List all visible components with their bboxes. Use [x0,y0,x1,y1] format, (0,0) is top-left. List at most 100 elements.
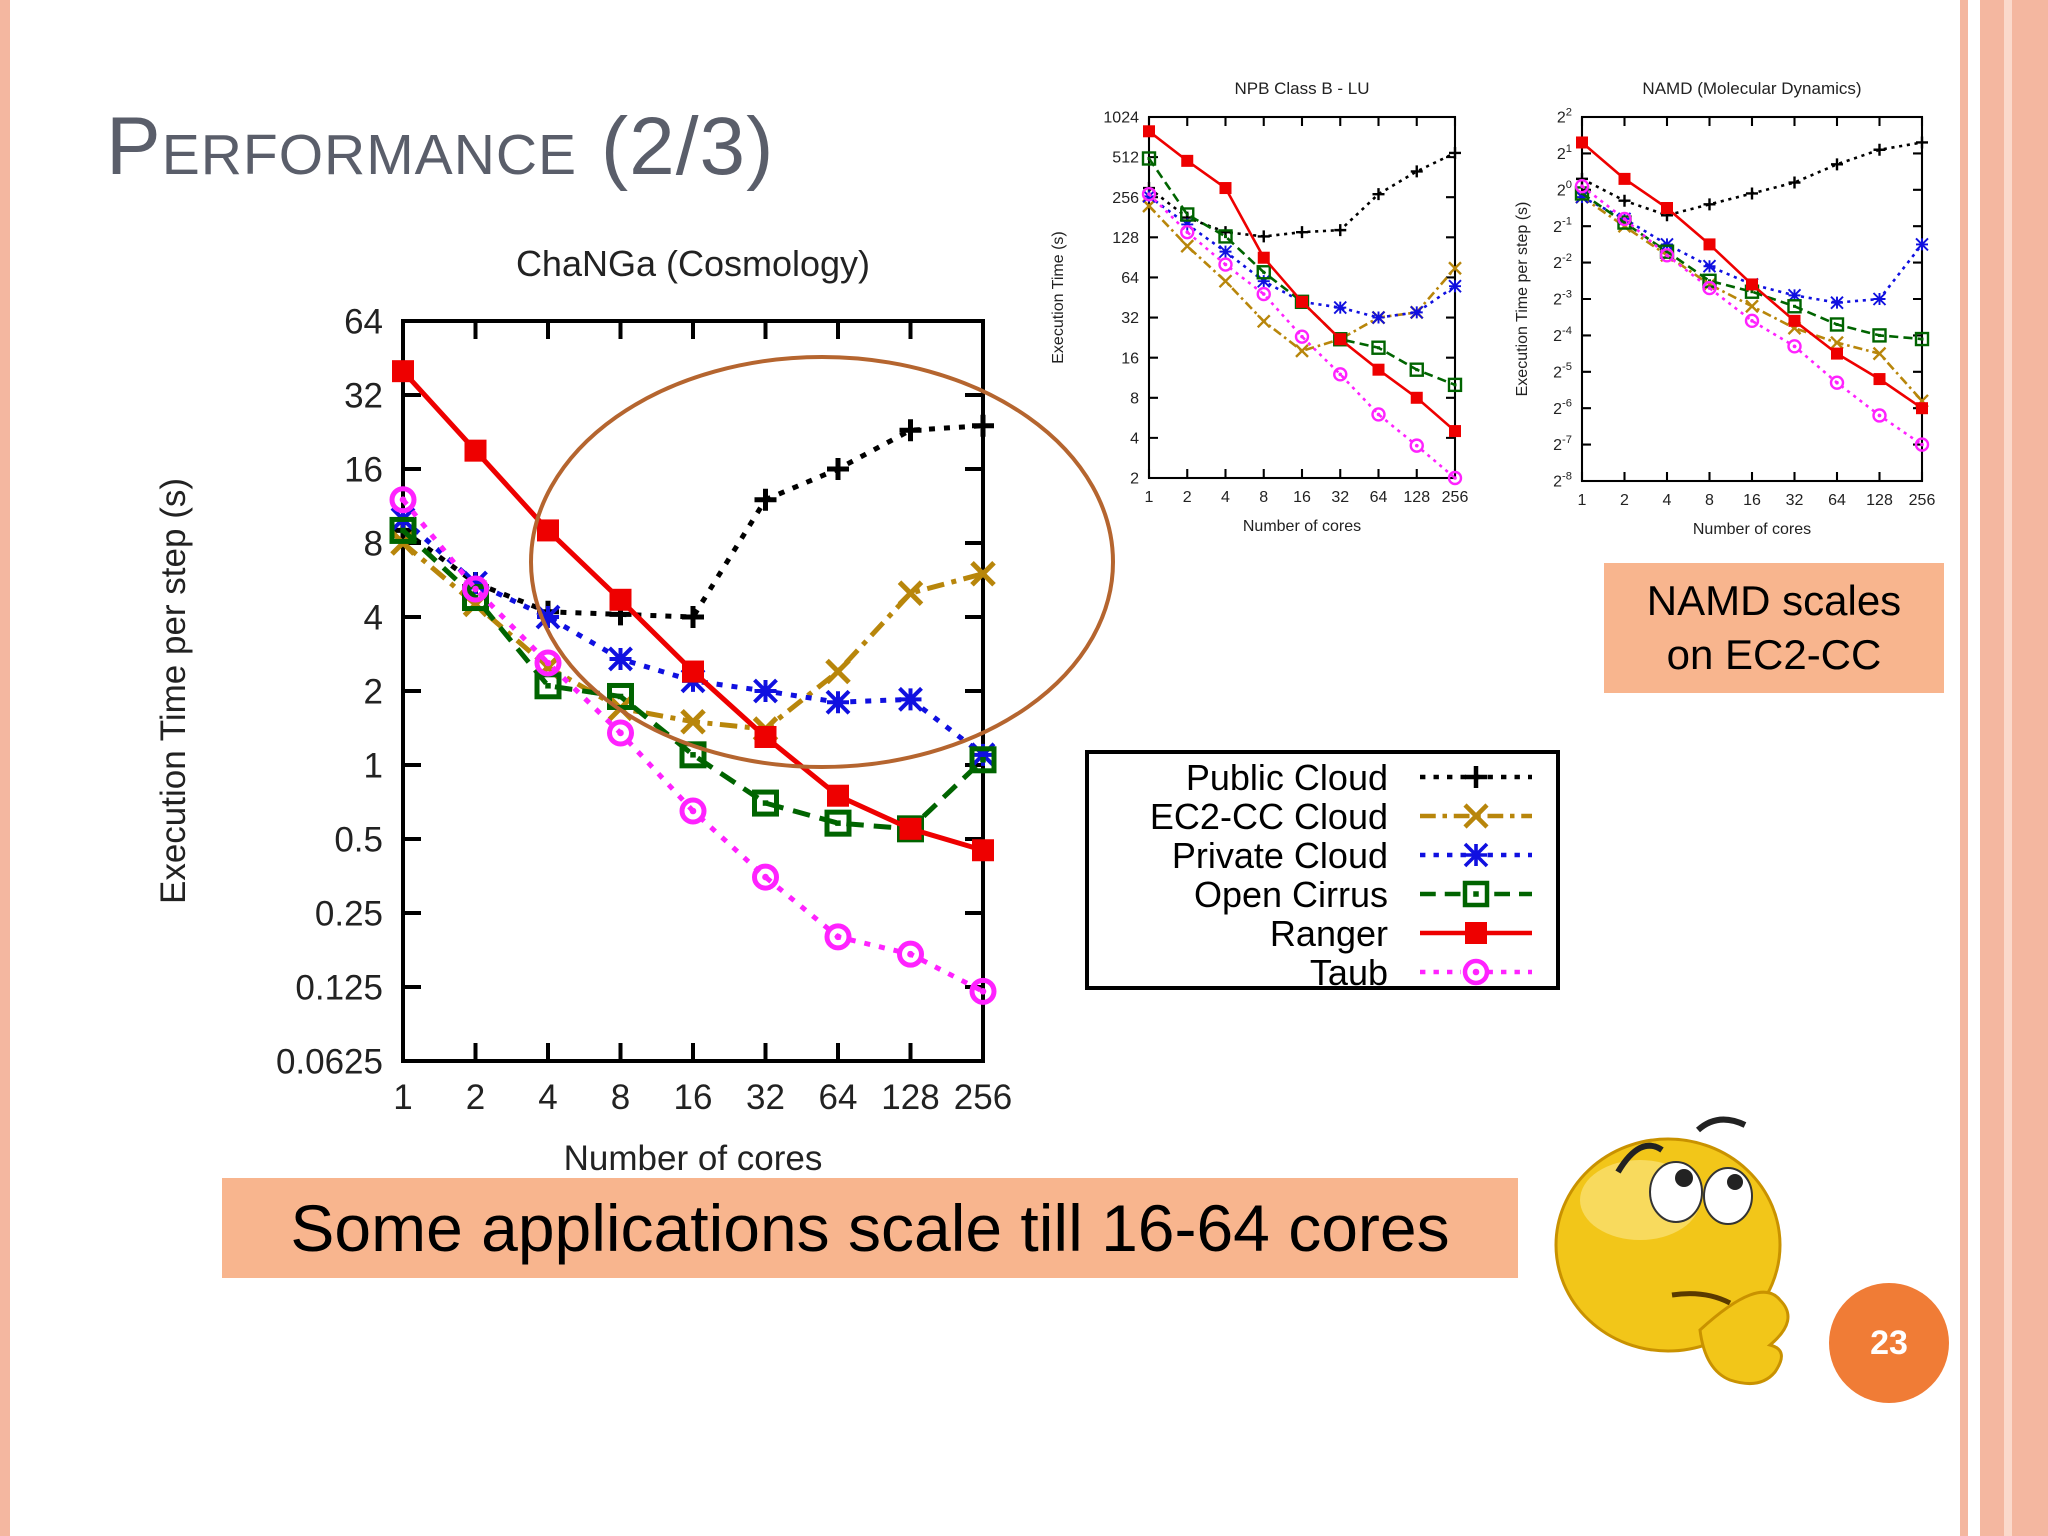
y-tick-label: 128 [1112,230,1139,247]
data-point [1788,314,1801,327]
data-point [1371,407,1386,422]
y-tick-label: 1024 [1103,110,1139,127]
series-taub [1574,178,1930,452]
data-point-dot [1920,442,1924,447]
series-line [1148,130,1456,433]
x-tick-label: 256 [1909,492,1936,509]
data-point [1257,230,1270,243]
data-point [1661,202,1673,214]
data-point [1873,143,1886,156]
data-point-dot [1920,337,1924,341]
data-point [1448,261,1462,276]
emoji-eye-left [1649,1161,1703,1223]
x-tick-label: 32 [1786,492,1804,509]
y-axis-label: Execution Time (s) [1050,231,1067,363]
data-point [969,977,997,1005]
data-point [1142,199,1156,213]
x-tick-label: 256 [1442,489,1469,506]
data-point-dot [1665,253,1669,258]
data-point [609,588,632,611]
data-point-dot [1224,234,1227,238]
legend-key-marker-dot [1473,891,1479,897]
data-point [899,419,922,442]
legend-key-marker [1463,803,1489,829]
data-point-dot [1792,344,1797,349]
legend-label: Public Cloud [1185,757,1388,798]
data-point [1143,125,1155,138]
data-point [827,458,849,480]
legend-item-open-cirrus: Open Cirrus [1089,875,1556,914]
data-point-dot [399,496,407,504]
y-tick-label: 16 [344,450,383,489]
data-point [1703,238,1716,251]
chart-legend: Public Cloud EC2-CC Cloud Private Cloud … [1085,750,1560,992]
data-point [1914,331,1930,347]
data-point [898,686,923,712]
data-point [462,575,489,603]
data-point [1218,257,1233,272]
data-point-dot [1665,250,1669,254]
x-tick-label: 8 [1259,489,1268,506]
data-point [1914,437,1930,452]
data-point [1703,198,1716,211]
data-point [1702,259,1717,273]
data-point [1659,248,1675,263]
data-point [1915,237,1929,252]
data-point [754,725,777,748]
emoji-pupil-right [1727,1174,1743,1190]
x-tick-label: 2 [1183,489,1192,506]
data-point-dot [690,752,696,758]
right-border-bar-outer [1980,0,2048,1536]
legend-key-marker [1463,842,1489,868]
data-point [1333,300,1347,315]
data-point [1409,438,1424,453]
data-point [534,649,562,677]
data-point [1334,224,1347,237]
legend-key [1420,842,1532,868]
data-point-dot [617,729,624,737]
y-tick-label: 2 [364,672,383,711]
highlight-ellipse [529,355,1115,769]
data-point-dot [400,527,406,534]
data-point [825,658,851,685]
y-tick-label: 4 [1130,430,1139,447]
x-tick-label: 128 [1403,489,1430,506]
data-point [1257,251,1270,264]
data-point [1181,154,1194,167]
emoji-hand [1698,1290,1790,1386]
data-point [682,606,704,628]
data-point [970,742,996,768]
data-point [824,923,852,951]
data-point [1873,373,1886,386]
data-point [1576,136,1588,149]
data-point-dot [1622,217,1627,221]
data-point [1141,186,1157,202]
slide-title: Performance (2/3) [106,101,775,192]
data-point [1180,207,1195,222]
y-tick-label: 32 [344,376,383,415]
data-point [897,580,924,606]
x-tick-label: 4 [1663,492,1672,509]
y-tick-label: 2-8 [1553,470,1572,490]
data-point [537,519,559,542]
series-taub [389,486,997,1005]
data-point [1410,391,1423,404]
x-tick-label: 1 [1145,489,1154,506]
data-point [1660,237,1674,252]
legend-key [1420,958,1532,986]
legend-item-private-cloud: Private Cloud [1089,836,1556,875]
data-point [1449,146,1461,159]
y-tick-label: 2-5 [1553,361,1572,381]
data-point-dot [1147,192,1151,196]
emoji-brow-right [1695,1116,1747,1133]
chart-namd: 2-8 2-7 2-6 2-5 2-4 2-3 2-2 2-1 20 21 22 1 2 4 8 16 32 64… [1514,79,1935,538]
data-point [754,488,777,511]
data-point [389,486,417,514]
series-line [1147,157,1456,387]
data-point [535,604,561,630]
chart-title: NPB Class B - LU [1234,79,1369,98]
x-axis-label: Number of cores [1243,518,1361,535]
y-tick-label: 2-4 [1553,325,1572,345]
